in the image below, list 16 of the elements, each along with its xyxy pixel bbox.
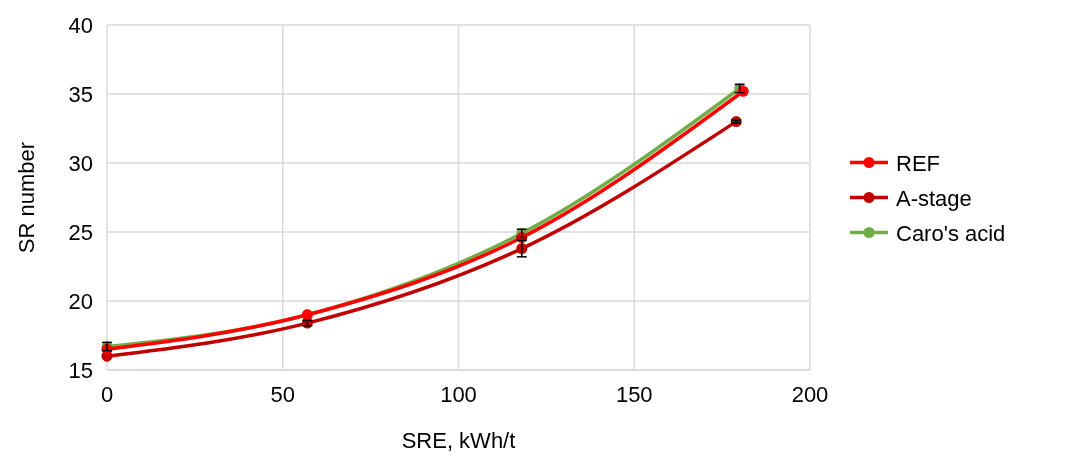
y-axis-title: SR number [14,141,39,254]
legend-label: REF [896,150,940,176]
x-tick-label: 200 [791,382,829,407]
y-tick-label: 40 [68,13,93,38]
x-tick-label: 150 [615,382,653,407]
legend-label: Caro's acid [896,220,1006,246]
y-tick-label: 35 [68,82,93,107]
x-tick-label: 50 [270,382,295,407]
y-tick-label: 15 [68,358,93,383]
y-tick-label: 25 [68,220,93,245]
y-tick-label: 30 [68,151,93,176]
x-tick-label: 0 [100,382,114,407]
x-tick-label: 100 [440,382,477,407]
legend-label: A-stage [896,185,972,211]
y-tick-label: 20 [68,289,93,314]
x-axis-title: SRE, kWh/t [401,428,516,453]
